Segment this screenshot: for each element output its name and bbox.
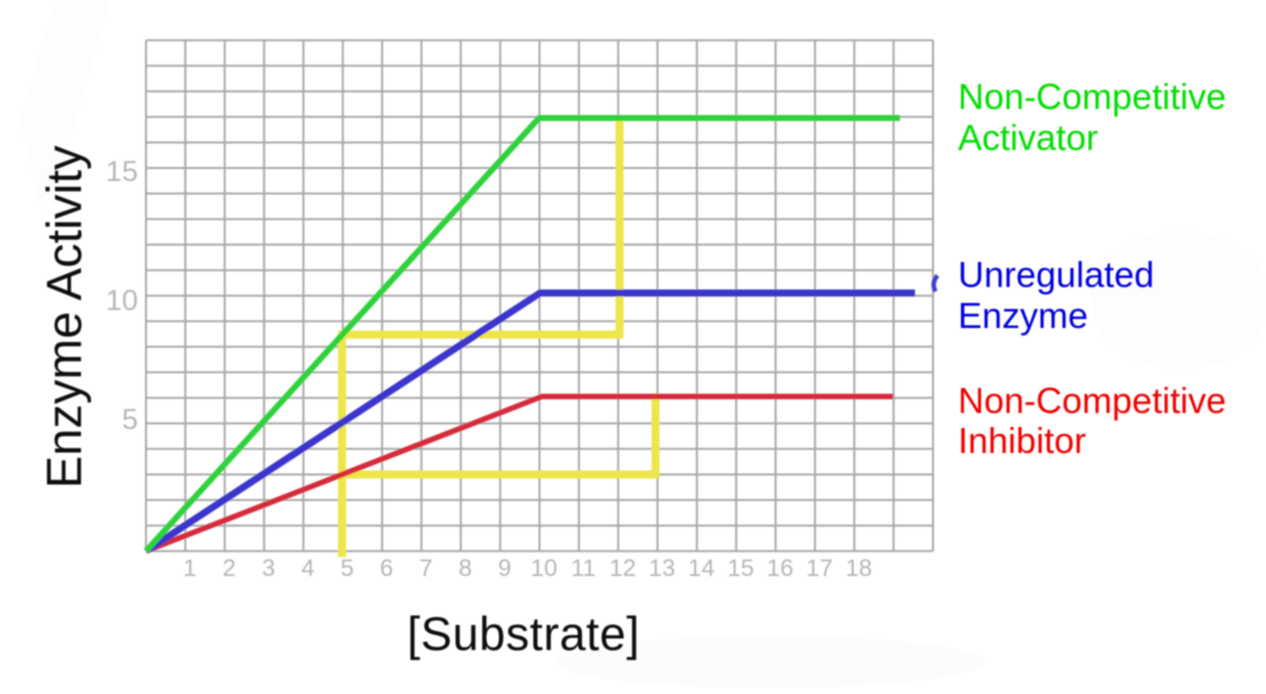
svg-text:2: 2 (223, 555, 236, 582)
svg-text:Activator: Activator (958, 117, 1098, 158)
svg-text:Unregulated: Unregulated (958, 254, 1154, 295)
svg-text:18: 18 (845, 555, 872, 582)
svg-text:13: 13 (649, 555, 676, 582)
svg-text:1: 1 (183, 555, 196, 582)
svg-text:16: 16 (767, 555, 794, 582)
svg-text:Non-Competitive: Non-Competitive (958, 380, 1226, 421)
svg-text:8: 8 (459, 555, 472, 582)
svg-text:6: 6 (380, 555, 393, 582)
svg-text:5: 5 (341, 555, 354, 582)
svg-text:15: 15 (727, 555, 754, 582)
svg-text:12: 12 (609, 555, 636, 582)
svg-text:15: 15 (106, 156, 138, 188)
svg-text:10: 10 (106, 285, 138, 317)
svg-text:3: 3 (262, 555, 275, 582)
svg-text:4: 4 (301, 555, 314, 582)
svg-text:14: 14 (688, 555, 715, 582)
svg-text:Non-Competitive: Non-Competitive (958, 76, 1226, 117)
svg-text:Enzyme: Enzyme (958, 295, 1088, 336)
svg-text:[Substrate]: [Substrate] (407, 607, 640, 660)
svg-text:5: 5 (122, 404, 138, 436)
svg-text:17: 17 (806, 555, 833, 582)
svg-text:10: 10 (531, 555, 558, 582)
svg-text:7: 7 (419, 555, 432, 582)
svg-text:11: 11 (571, 555, 596, 582)
svg-text:Inhibitor: Inhibitor (958, 420, 1086, 461)
svg-text:Enzyme Activity: Enzyme Activity (38, 145, 92, 489)
svg-text:9: 9 (498, 555, 511, 582)
